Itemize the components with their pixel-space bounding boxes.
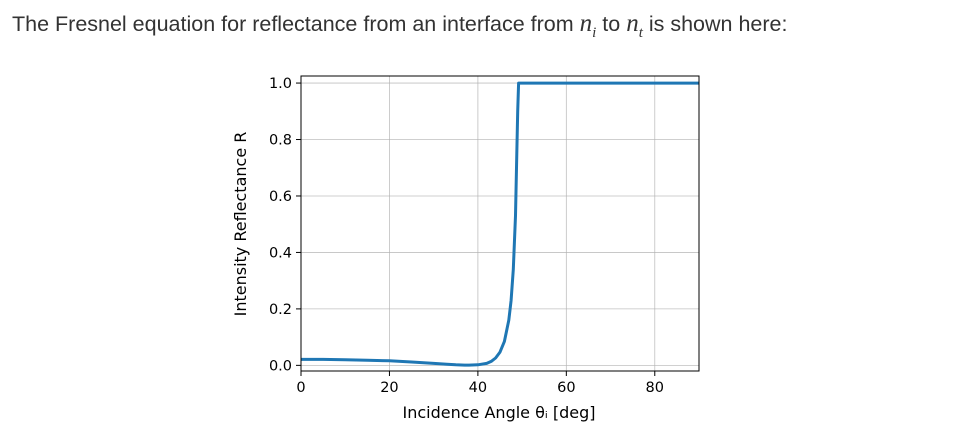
x-tick-label: 20 xyxy=(380,380,398,396)
y-tick-label: 0.4 xyxy=(269,245,292,261)
y-tick-label: 0.6 xyxy=(269,189,292,205)
x-tick-label: 80 xyxy=(646,380,664,396)
question-text: The Fresnel equation for reflectance fro… xyxy=(12,10,787,42)
series-line-reflectance xyxy=(301,81,699,367)
question-middle: to xyxy=(596,12,627,36)
x-tick-label: 60 xyxy=(557,380,575,396)
grid-lines xyxy=(300,76,699,371)
x-axis-label: Incidence Angle θᵢ [deg] xyxy=(403,403,596,422)
question-suffix: is shown here: xyxy=(642,12,788,36)
y-axis-ticks: 0.0 0.2 0.4 0.6 0.8 1.0 xyxy=(269,76,301,374)
x-tick-label: 0 xyxy=(296,380,305,396)
y-tick-label: 0.2 xyxy=(269,302,292,318)
x-tick-label: 40 xyxy=(469,380,487,396)
y-tick-label: 1.0 xyxy=(269,76,292,92)
question-prefix: The Fresnel equation for reflectance fro… xyxy=(12,12,580,36)
y-axis-label: Intensity Reflectance R xyxy=(231,132,250,317)
index-n-t: nt xyxy=(626,10,643,41)
y-tick-label: 0.8 xyxy=(269,133,292,149)
plot-frame xyxy=(300,75,700,372)
x-axis-ticks: 0 20 40 60 80 xyxy=(296,371,664,396)
index-n-i: ni xyxy=(579,10,597,41)
y-tick-label: 0.0 xyxy=(269,358,292,374)
